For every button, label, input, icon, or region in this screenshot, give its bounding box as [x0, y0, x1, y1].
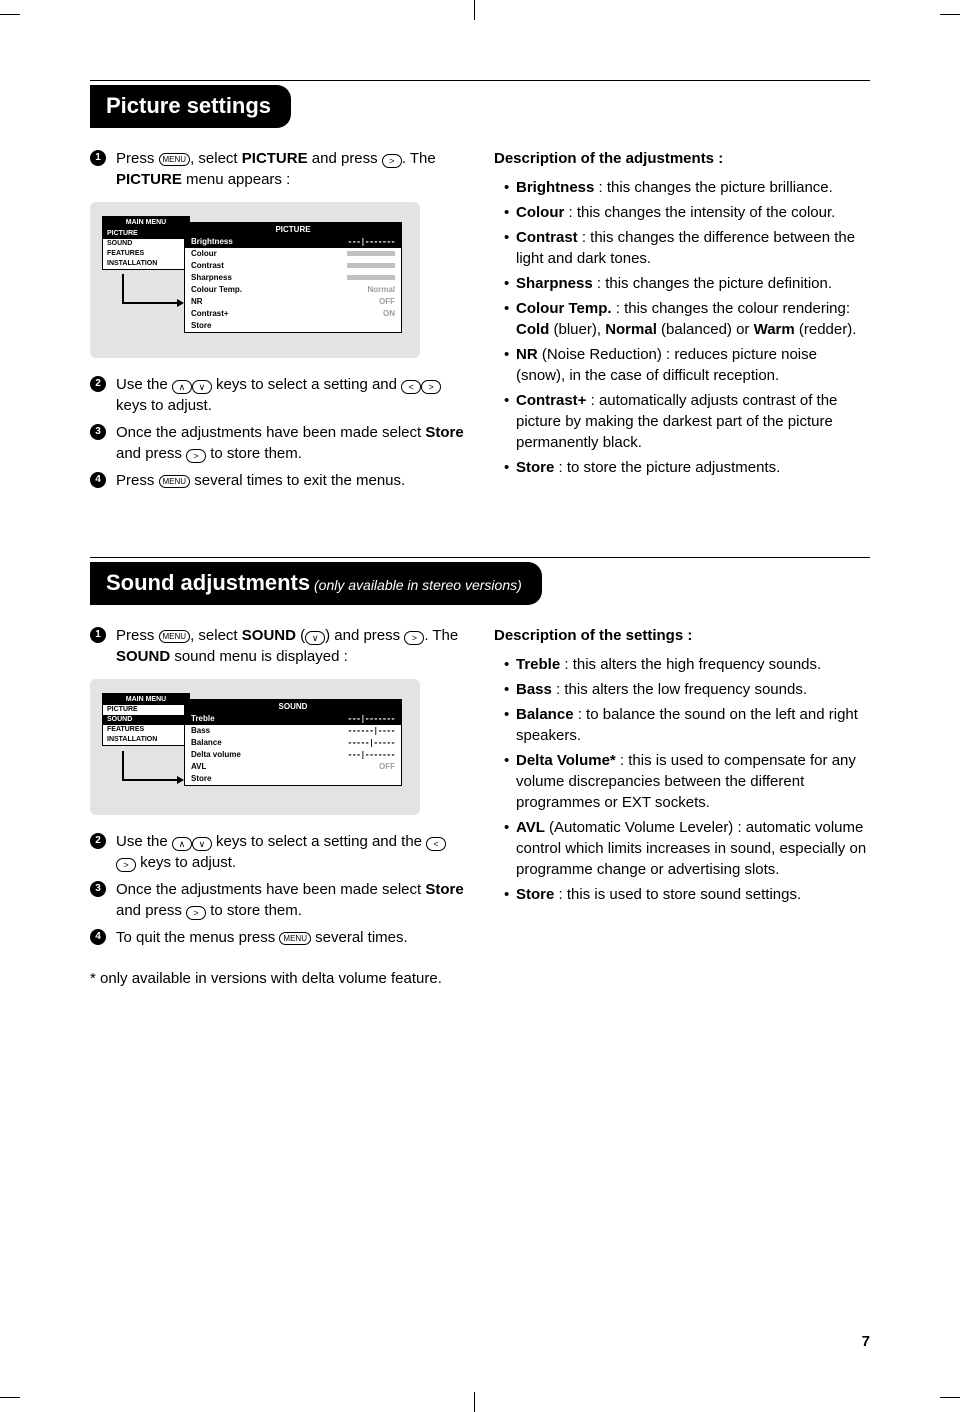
footnote: * only available in versions with delta … [90, 968, 466, 989]
desc-item: Store : this is used to store sound sett… [506, 884, 870, 905]
step-item: 2 Use the ∧∨ keys to select a setting and… [90, 831, 466, 873]
step-bullet: 1 [90, 627, 106, 643]
step-bullet: 2 [90, 833, 106, 849]
step-text: Use the ∧∨ keys to select a setting and … [116, 374, 466, 416]
up-key-icon: ∧ [172, 837, 192, 851]
left-key-icon: < [401, 380, 421, 394]
step-bullet: 3 [90, 424, 106, 440]
right-key-icon: > [382, 154, 402, 168]
desc-item: Balance : to balance the sound on the le… [506, 704, 870, 746]
desc-heading: Description of the settings : [494, 625, 870, 646]
desc-item: NR (Noise Reduction) : reduces picture n… [506, 344, 870, 386]
menu-key-icon: MENU [159, 153, 191, 166]
desc-item: Brightness : this changes the picture br… [506, 177, 870, 198]
sound-osd: MAIN MENUPICTURESOUNDFEATURESINSTALLATIO… [90, 679, 420, 815]
down-key-icon: ∨ [192, 837, 212, 851]
picture-right-col: Description of the adjustments : Brightn… [494, 148, 870, 497]
step-text: To quit the menus press MENU several tim… [116, 927, 466, 948]
desc-item: Contrast : this changes the difference b… [506, 227, 870, 269]
desc-item: Bass : this alters the low frequency sou… [506, 679, 870, 700]
step-text: Press MENU, select SOUND (∨) and press >… [116, 625, 466, 667]
step-text: Press MENU, select PICTURE and press >. … [116, 148, 466, 190]
menu-key-icon: MENU [279, 932, 311, 945]
right-key-icon: > [421, 380, 441, 394]
step-text: Once the adjustments have been made sele… [116, 879, 466, 921]
up-key-icon: ∧ [172, 380, 192, 394]
step-text: Press MENU several times to exit the men… [116, 470, 466, 491]
desc-heading: Description of the adjustments : [494, 148, 870, 169]
step-text: Once the adjustments have been made sele… [116, 422, 466, 464]
desc-item: Delta Volume* : this is used to compensa… [506, 750, 870, 813]
sound-left-col: 1 Press MENU, select SOUND (∨) and press … [90, 625, 466, 989]
step-bullet: 4 [90, 929, 106, 945]
desc-item: Contrast+ : automatically adjusts contra… [506, 390, 870, 453]
desc-item: AVL (Automatic Volume Leveler) : automat… [506, 817, 870, 880]
step-item: 3 Once the adjustments have been made sel… [90, 422, 466, 464]
step-bullet: 3 [90, 881, 106, 897]
down-key-icon: ∨ [305, 631, 325, 645]
right-key-icon: > [116, 858, 136, 872]
section-heading-picture: Picture settings [90, 85, 291, 128]
desc-item: Colour Temp. : this changes the colour r… [506, 298, 870, 340]
section-heading-sound: Sound adjustments (only available in ste… [90, 562, 542, 605]
right-key-icon: > [186, 449, 206, 463]
desc-item: Store : to store the picture adjustments… [506, 457, 870, 478]
step-item: 3 Once the adjustments have been made sel… [90, 879, 466, 921]
menu-key-icon: MENU [159, 475, 191, 488]
right-key-icon: > [404, 631, 424, 645]
page-number: 7 [862, 1331, 870, 1352]
down-key-icon: ∨ [192, 380, 212, 394]
step-text: Use the ∧∨ keys to select a setting and … [116, 831, 466, 873]
desc-item: Sharpness : this changes the picture def… [506, 273, 870, 294]
desc-item: Treble : this alters the high frequency … [506, 654, 870, 675]
picture-left-col: 1 Press MENU, select PICTURE and press >.… [90, 148, 466, 497]
step-bullet: 1 [90, 150, 106, 166]
picture-osd: MAIN MENUPICTURESOUNDFEATURESINSTALLATIO… [90, 202, 420, 358]
step-item: 1 Press MENU, select SOUND (∨) and press … [90, 625, 466, 667]
right-key-icon: > [186, 906, 206, 920]
step-item: 2 Use the ∧∨ keys to select a setting and… [90, 374, 466, 416]
step-bullet: 4 [90, 472, 106, 488]
sound-right-col: Description of the settings : Treble : t… [494, 625, 870, 989]
left-key-icon: < [426, 837, 446, 851]
step-item: 1 Press MENU, select PICTURE and press >.… [90, 148, 466, 190]
desc-item: Colour : this changes the intensity of t… [506, 202, 870, 223]
step-bullet: 2 [90, 376, 106, 392]
menu-key-icon: MENU [159, 630, 191, 643]
step-item: 4 To quit the menus press MENU several ti… [90, 927, 466, 948]
step-item: 4 Press MENU several times to exit the me… [90, 470, 466, 491]
